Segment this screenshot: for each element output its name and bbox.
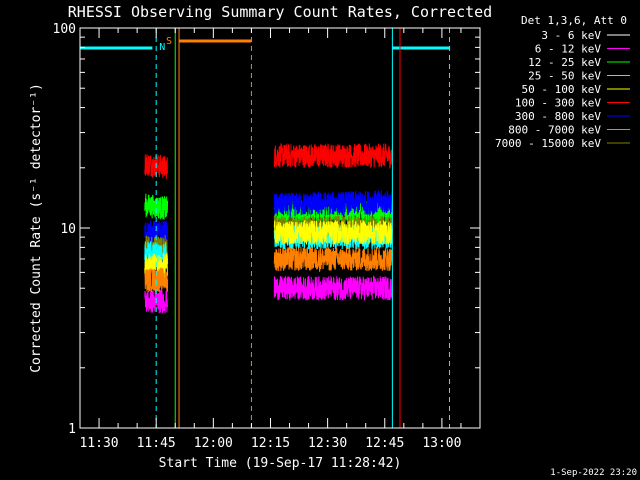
x-tick-label: 12:45: [365, 436, 404, 451]
legend-entry-label: 50 - 100 keV: [522, 83, 602, 96]
series-trace: [273, 190, 393, 217]
x-tick-label: 12:30: [308, 436, 347, 451]
saa-label: S: [166, 36, 172, 47]
y-tick-label: 100: [53, 22, 76, 37]
series-trace: [144, 289, 169, 314]
night-label: N: [159, 42, 165, 53]
x-tick-label: 11:30: [79, 436, 118, 451]
x-tick-label: 12:00: [194, 436, 233, 451]
y-tick-label: 1: [68, 422, 76, 437]
legend-entry-label: 300 - 800 keV: [515, 110, 601, 123]
series-trace: [273, 220, 393, 245]
legend-entry-label: 12 - 25 keV: [528, 56, 601, 69]
legend-entry-label: 6 - 12 keV: [535, 43, 602, 56]
x-axis-label: Start Time (19-Sep-17 11:28:42): [159, 456, 402, 471]
legend-entry-label: 100 - 300 keV: [515, 97, 601, 110]
legend-entry-label: 7000 - 15000 keV: [495, 137, 601, 150]
legend-entry-label: 3 - 6 keV: [541, 29, 601, 42]
observing-bars: NS: [80, 36, 450, 53]
x-tick-label: 11:45: [137, 436, 176, 451]
y-axis: 1 10 100: [53, 22, 480, 437]
legend-entry-label: 25 - 50 keV: [528, 70, 601, 83]
x-tick-label: 12:15: [251, 436, 290, 451]
vertical-markers: [155, 28, 451, 428]
legend-title: Det 1,3,6, Att 0: [521, 14, 627, 27]
legend-entry-label: 800 - 7000 keV: [508, 124, 601, 137]
y-axis-label: Corrected Count Rate (s⁻¹ detector⁻¹): [29, 83, 44, 373]
series-trace: [273, 275, 393, 301]
x-tick-label: 13:00: [422, 436, 461, 451]
y-tick-label: 10: [60, 222, 76, 237]
series-trace: [273, 142, 393, 170]
x-axis: 11:30 11:45 12:00 12:15 12:30 12:45 13:00: [79, 28, 481, 451]
chart-title: RHESSI Observing Summary Count Rates, Co…: [68, 3, 492, 21]
series-800-7000-kev: [144, 275, 393, 314]
series-trace: [273, 246, 393, 273]
footer-timestamp: 1-Sep-2022 23:20: [550, 468, 637, 478]
